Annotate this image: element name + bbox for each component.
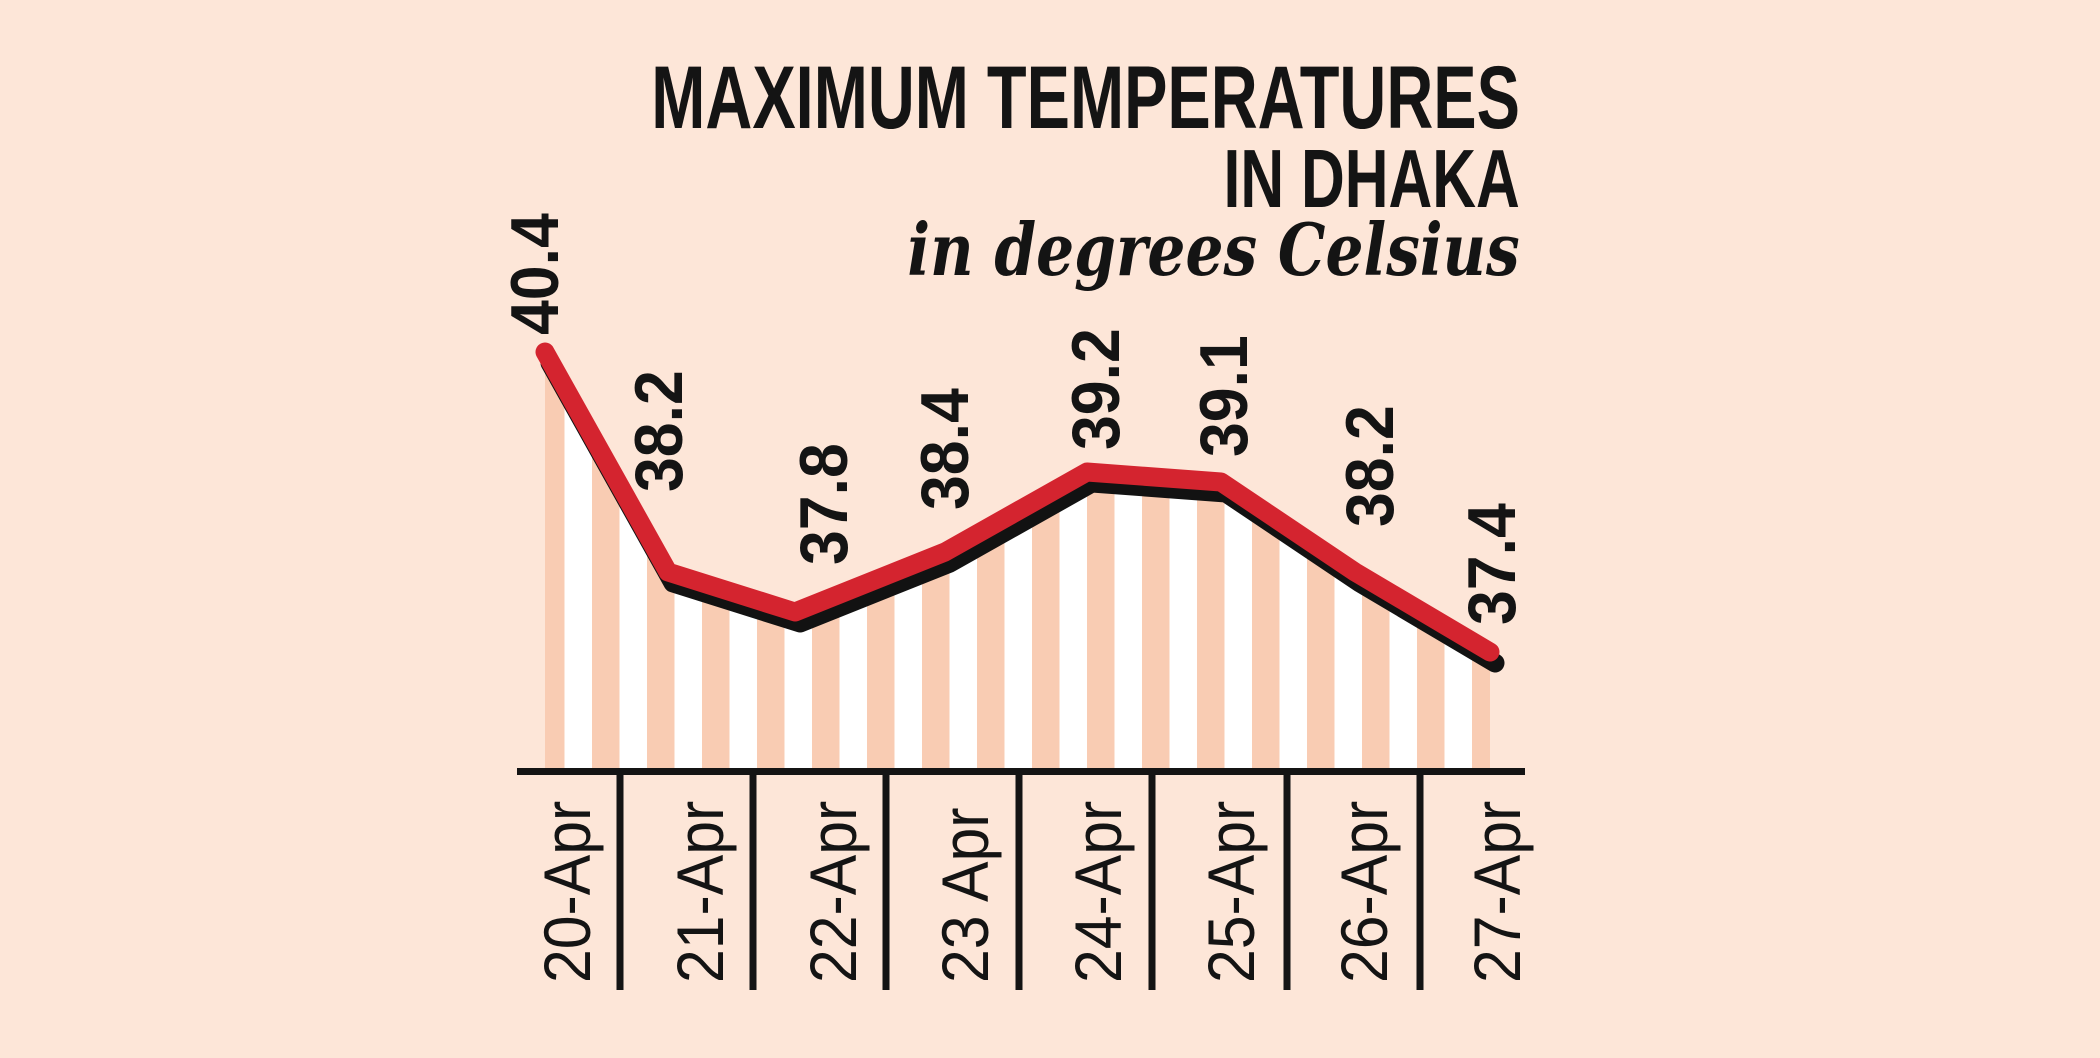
chart-title-line2: IN DHAKA — [1223, 132, 1520, 225]
x-axis-label: 25-Apr — [1196, 801, 1269, 983]
value-label: 40.4 — [497, 213, 573, 335]
striped-area — [545, 352, 1490, 772]
value-label: 37.4 — [1454, 503, 1530, 625]
x-axis-label: 20-Apr — [532, 801, 605, 983]
x-axis-label: 22-Apr — [798, 801, 871, 983]
chart-subtitle: in degrees Celsius — [907, 207, 1520, 292]
x-axis-label: 24-Apr — [1063, 801, 1136, 983]
x-axis-label: 21-Apr — [665, 801, 738, 983]
tick-divider — [1416, 768, 1424, 990]
value-label: 38.4 — [907, 388, 983, 510]
tick-divider — [1015, 768, 1023, 990]
temperature-line — [535, 342, 1500, 662]
tick-divider — [616, 768, 624, 990]
x-axis-label: 23 Apr — [930, 807, 1003, 983]
x-axis-label: 27-Apr — [1462, 801, 1535, 983]
chart-title-line1: MAXIMUM TEMPERATURES — [651, 47, 1520, 147]
tick-divider — [1148, 768, 1156, 990]
tick-divider — [1283, 768, 1291, 990]
tick-divider — [749, 768, 757, 990]
tick-divider — [882, 768, 890, 990]
value-label: 39.2 — [1058, 328, 1134, 450]
value-label: 37.8 — [786, 443, 862, 565]
value-label: 39.1 — [1186, 335, 1262, 457]
value-label: 38.2 — [621, 370, 697, 492]
x-axis-label: 26-Apr — [1329, 801, 1402, 983]
value-label: 38.2 — [1332, 405, 1408, 527]
